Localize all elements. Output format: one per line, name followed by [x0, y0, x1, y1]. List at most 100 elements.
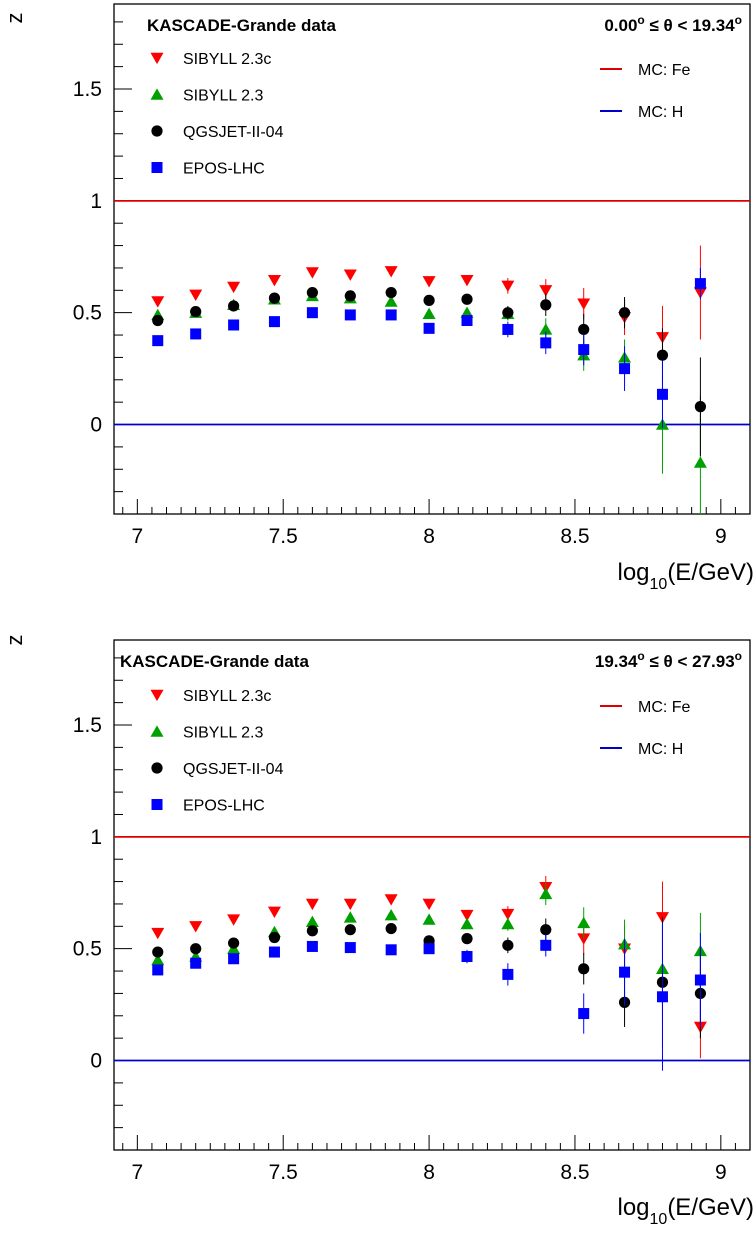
legend-label: EPOS-LHC — [183, 161, 265, 178]
y-tick-label: 1.5 — [73, 714, 102, 737]
legend-marker — [150, 88, 164, 100]
data-point — [461, 951, 473, 963]
data-point — [656, 349, 669, 361]
data-point — [385, 309, 397, 321]
data-point — [189, 289, 203, 301]
data-point — [460, 275, 474, 287]
legend-label: SIBYLL 2.3c — [183, 51, 271, 68]
legend-marker — [150, 725, 164, 737]
data-point — [501, 908, 515, 921]
x-tick-label: 8.5 — [560, 1161, 589, 1184]
data-point — [539, 323, 553, 335]
legend-marker — [150, 52, 164, 65]
x-tick-label: 9 — [715, 1161, 727, 1184]
legend-label: QGSJET-II-04 — [183, 761, 284, 778]
plot-frame — [113, 3, 751, 515]
data-point — [502, 939, 514, 951]
data-point — [578, 963, 590, 975]
legend: SIBYLL 2.3c SIBYLL 2.3 QGSJET-II-04 EPOS-LH… — [150, 51, 691, 178]
data-point — [539, 887, 553, 900]
data-point — [152, 335, 164, 347]
data-point — [268, 946, 280, 958]
data-point — [461, 293, 473, 305]
data-point — [344, 290, 356, 302]
legend-marker — [151, 799, 163, 810]
data-point — [422, 307, 436, 320]
tick-labels: 7 7.5 8 8.5 9 0 0.5 1 1.5 — [73, 78, 727, 548]
data-point — [693, 456, 707, 468]
y-axis-label: z — [2, 13, 27, 24]
chart-title: KASCADE-Grande data — [147, 16, 336, 35]
data-point — [306, 925, 318, 937]
data-points — [151, 245, 707, 514]
data-point — [228, 937, 240, 949]
data-point — [190, 305, 202, 318]
data-point — [385, 922, 397, 935]
x-tick-label: 9 — [715, 525, 727, 548]
data-point — [619, 363, 631, 375]
x-tick-label: 8 — [423, 1161, 435, 1184]
axis-ticks — [114, 657, 736, 1151]
legend-label: MC: Fe — [638, 699, 691, 716]
data-point — [268, 931, 281, 944]
data-point — [227, 914, 241, 926]
y-axis-label: z — [2, 635, 27, 646]
data-point — [305, 898, 319, 911]
y-tick-label: 0.5 — [73, 938, 102, 961]
data-point — [190, 957, 202, 969]
data-point — [384, 894, 398, 906]
legend-label: MC: H — [638, 741, 683, 758]
x-tick-label: 7 — [131, 525, 143, 548]
x-tick-label: 7.5 — [269, 1161, 298, 1184]
x-axis-label: log10(E/GeV) — [617, 559, 754, 593]
data-point — [305, 267, 319, 279]
data-point — [540, 939, 552, 951]
data-point — [422, 276, 436, 288]
data-point — [384, 266, 398, 278]
legend-label: MC: Fe — [638, 62, 691, 79]
chart-title: KASCADE-Grande data — [120, 652, 309, 671]
chart-panel-lower: SIBYLL 2.3c SIBYLL 2.3 QGSJET-II-04 EPOS-LH… — [2, 635, 754, 1226]
data-point — [305, 915, 319, 928]
legend-label: SIBYLL 2.3c — [183, 688, 271, 705]
data-point — [540, 299, 552, 311]
data-point — [423, 294, 435, 306]
data-point — [422, 913, 436, 925]
data-point — [344, 942, 356, 954]
data-point — [502, 968, 514, 980]
data-point — [422, 898, 436, 911]
data-point — [577, 916, 591, 929]
data-point — [152, 946, 164, 958]
data-point — [694, 974, 706, 986]
data-point — [618, 307, 631, 319]
data-point — [502, 323, 514, 335]
data-point — [152, 964, 164, 976]
angle-range-label: 0.00o ≤ θ < 19.34o — [604, 13, 742, 35]
reference-lines — [114, 835, 750, 1062]
data-point — [228, 953, 240, 965]
data-point — [227, 281, 241, 294]
data-point — [539, 285, 553, 297]
angle-range-label: 19.34o ≤ θ < 27.93o — [595, 649, 742, 671]
data-point — [577, 298, 591, 310]
data-point — [619, 966, 631, 978]
data-points — [151, 875, 707, 1071]
plot-frame — [113, 639, 751, 1151]
legend-marker — [151, 762, 163, 774]
data-point — [656, 991, 668, 1003]
data-point — [384, 908, 398, 921]
legend-label: SIBYLL 2.3 — [183, 725, 263, 742]
y-tick-label: 0.5 — [73, 302, 102, 325]
data-point — [151, 296, 165, 308]
data-point — [267, 275, 281, 287]
chart-panel-upper: SIBYLL 2.3c SIBYLL 2.3 QGSJET-II-04 EPOS-LH… — [2, 3, 754, 593]
data-point — [385, 944, 397, 956]
data-point — [268, 316, 280, 328]
data-point — [151, 953, 165, 966]
data-point — [151, 927, 165, 940]
data-point — [502, 307, 514, 319]
data-point — [423, 943, 435, 955]
data-point — [189, 921, 203, 933]
legend-label: EPOS-LHC — [183, 798, 265, 815]
